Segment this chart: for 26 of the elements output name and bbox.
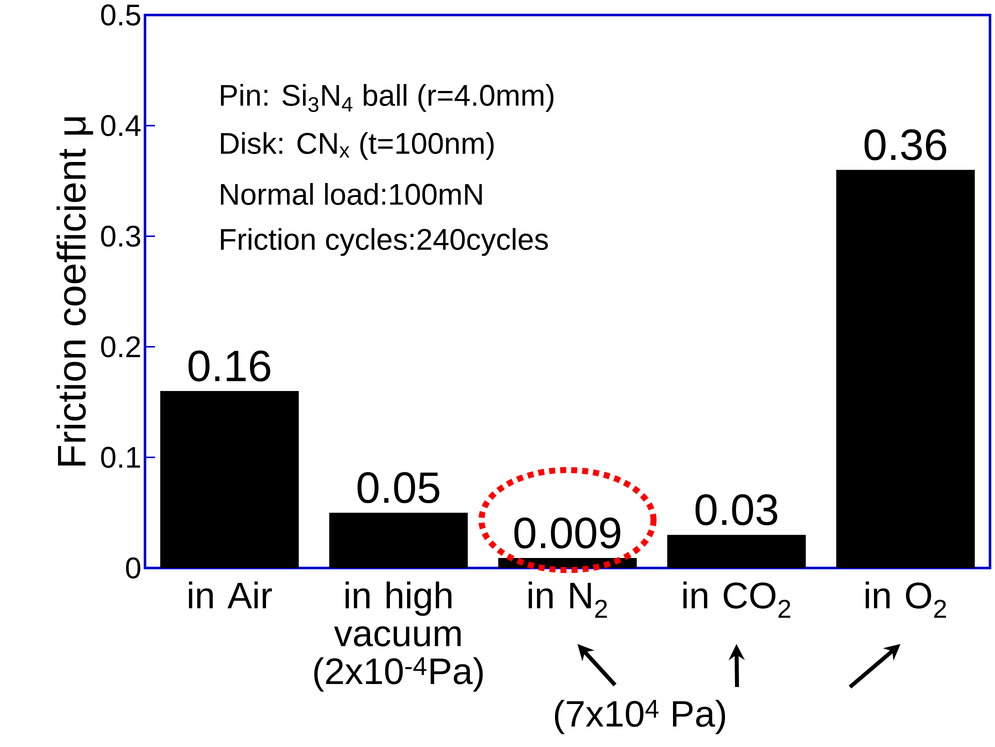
y-tick-label: 0.1 [101, 446, 140, 468]
bar [329, 512, 468, 568]
bar [836, 170, 975, 568]
text: (7x10$^{4}$ Pa) [554, 700, 726, 734]
data-label: 0.36 [864, 129, 946, 160]
data-label: 0.16 [188, 350, 270, 382]
bar [667, 534, 806, 568]
annotation: Normal load:100mN [220, 183, 482, 205]
annotation: Disk: CN$_{x}$ (t=100nm) [220, 132, 494, 160]
x-tick-label: in O$_{2}$ [866, 582, 946, 618]
y-tick-label: 0.2 [101, 336, 140, 358]
bar [160, 391, 299, 568]
y-tick-label: 0.3 [101, 226, 140, 247]
y-tick-label: 0.4 [101, 115, 141, 136]
y-tick-label: 0.5 [101, 4, 140, 26]
x-tick-label: in N$_{2}$ [528, 582, 607, 618]
x-tick-label: in high vacuum (2x10$^{-4}$Pa) [314, 582, 483, 692]
y-axis-title: Friction coefficient μ [56, 117, 94, 466]
data-label: 0.03 [696, 494, 778, 526]
x-tick-label: in Air [188, 582, 272, 608]
annotation: Friction cycles:240cycles [220, 228, 548, 256]
data-label: 0.009 [514, 517, 620, 549]
annotation: Pin: Si$_{3}$N$_{4}$ ball (r=4.0mm) [220, 84, 554, 112]
y-tick-label: 0 [126, 557, 140, 579]
data-label: 0.05 [358, 472, 440, 504]
x-tick-label: in CO$_{2}$ [683, 582, 790, 618]
